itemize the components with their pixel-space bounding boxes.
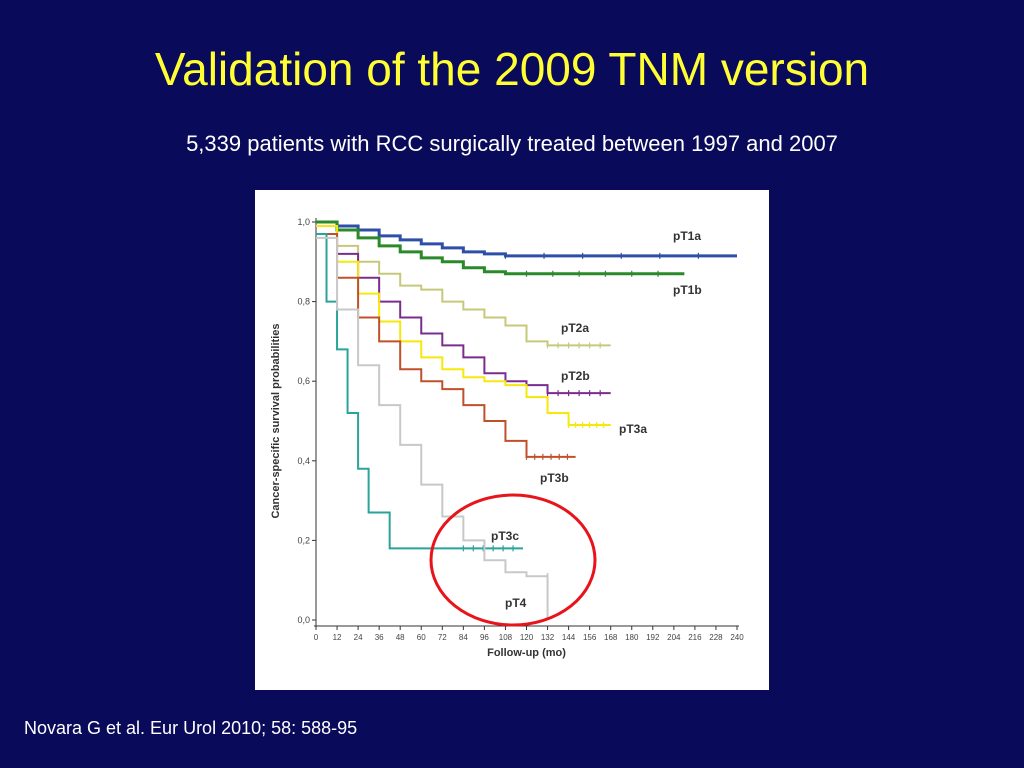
series-line-pt4	[316, 236, 549, 620]
y-tick-label: 0,8	[297, 297, 310, 307]
x-axis-label: Follow-up (mo)	[487, 647, 566, 659]
x-tick-label: 72	[438, 633, 447, 642]
series-line-pt1a	[316, 220, 737, 258]
series-label-pt3c: pT3c	[491, 529, 519, 543]
x-tick-label: 48	[396, 633, 405, 642]
x-tick-label: 84	[459, 633, 468, 642]
x-tick-label: 24	[354, 633, 363, 642]
y-tick-label: 1,0	[297, 217, 310, 227]
y-axis-label: Cancer-specific survival probabilities	[270, 323, 282, 518]
x-tick-label: 228	[709, 633, 723, 642]
x-tick-label: 216	[688, 633, 702, 642]
x-tick-label: 120	[520, 633, 534, 642]
x-tick-label: 180	[625, 633, 639, 642]
series-label-pt2a: pT2a	[561, 321, 589, 335]
x-tick-label: 240	[730, 633, 744, 642]
x-tick-label: 60	[417, 633, 426, 642]
slide-title: Validation of the 2009 TNM version	[154, 43, 870, 95]
x-tick-label: 192	[646, 633, 660, 642]
series-line-pt3a	[316, 224, 611, 426]
x-tick-label: 36	[375, 633, 384, 642]
series-label-pt3b: pT3b	[540, 471, 569, 485]
survival-chart: 0,0 0,2 0,4 0,6 0,8 1,0 0 12 24 36 48 60 72 84 96 108 12…	[255, 190, 769, 690]
y-tick-label: 0,2	[297, 535, 310, 545]
series-label-pt2b: pT2b	[561, 369, 590, 383]
x-tick-label: 204	[667, 633, 681, 642]
series-label-pt1b: pT1b	[673, 283, 702, 297]
y-tick-label: 0,0	[297, 615, 310, 625]
x-tick-label: 144	[562, 633, 576, 642]
survival-chart-svg: 0,0 0,2 0,4 0,6 0,8 1,0 0 12 24 36 48 60 72 84 96 108 12…	[270, 217, 744, 659]
series-label-pt4: pT4	[505, 596, 527, 610]
x-tick-label: 168	[604, 633, 618, 642]
series-line-pt3c	[316, 232, 523, 550]
y-tick-label: 0,4	[297, 456, 310, 466]
citation: Novara G et al. Eur Urol 2010; 58: 588-9…	[24, 718, 358, 738]
x-tick-label: 156	[583, 633, 597, 642]
y-tick-label: 0,6	[297, 376, 310, 386]
series-line-pt1b	[316, 220, 685, 276]
series-line-pt3b	[316, 232, 576, 458]
x-tick-label: 0	[314, 633, 319, 642]
series-label-pt1a: pT1a	[673, 229, 701, 243]
x-tick-label: 132	[541, 633, 555, 642]
slide-subtitle: 5,339 patients with RCC surgically treat…	[186, 131, 838, 156]
x-tick-label: 96	[480, 633, 489, 642]
highlight-circle	[429, 493, 597, 627]
x-tick-label: 12	[333, 633, 342, 642]
series-label-pt3a: pT3a	[619, 422, 647, 436]
x-tick-label: 108	[499, 633, 513, 642]
